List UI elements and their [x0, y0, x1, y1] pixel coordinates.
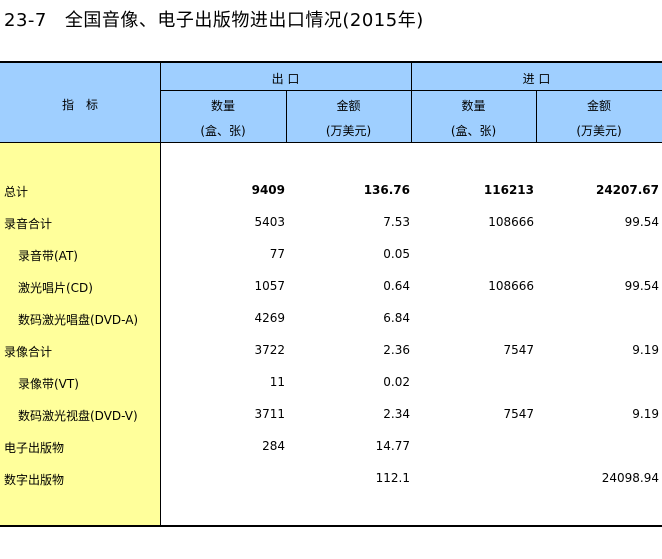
table-row: 录音合计 5403 7.53 108666 99.54: [0, 215, 662, 235]
export-qty: 11: [269, 375, 285, 389]
table-row: 数字出版物 112.1 24098.94: [0, 471, 662, 491]
header-divider: [536, 90, 537, 143]
table-header: [0, 63, 662, 143]
export-amount: 0.64: [383, 279, 410, 293]
import-qty: 7547: [503, 343, 534, 357]
header-divider: [160, 90, 662, 91]
table-row: 录像合计 3722 2.36 7547 9.19: [0, 343, 662, 363]
header-indicator: 指 标: [61, 98, 98, 112]
header-import-amt: 金额: [586, 99, 611, 113]
table-row: 数码激光唱盘(DVD-A) 4269 6.84: [0, 311, 662, 331]
import-amount: 99.54: [624, 279, 659, 293]
export-amount: 136.76: [363, 183, 410, 197]
export-amount: 6.84: [383, 311, 410, 325]
import-amount: 9.19: [632, 407, 659, 421]
header-divider: [411, 63, 412, 143]
row-label: 数字出版物: [4, 473, 65, 487]
export-amount: 14.77: [375, 439, 410, 453]
import-amount: 24207.67: [595, 183, 659, 197]
export-amount: 0.05: [383, 247, 410, 261]
row-label: 数码激光视盘(DVD-V): [18, 409, 138, 423]
export-qty: 1057: [254, 279, 285, 293]
header-divider: [286, 90, 287, 143]
export-amount: 2.36: [383, 343, 410, 357]
export-qty: 3722: [254, 343, 285, 357]
table-row: 录音带(AT) 77 0.05: [0, 247, 662, 267]
import-amount: 99.54: [624, 215, 659, 229]
header-import-amt-unit: (万美元): [576, 124, 622, 138]
table-row: 数码激光视盘(DVD-V) 3711 2.34 7547 9.19: [0, 407, 662, 427]
import-qty: 108666: [488, 279, 534, 293]
import-amount: 24098.94: [601, 471, 659, 485]
top-rule: [0, 61, 662, 63]
import-amount: 9.19: [632, 343, 659, 357]
export-amount: 7.53: [383, 215, 410, 229]
table-row: 激光唱片(CD) 1057 0.64 108666 99.54: [0, 279, 662, 299]
row-label: 电子出版物: [4, 441, 65, 455]
row-label: 录音合计: [4, 217, 53, 231]
stub-column: [0, 143, 161, 526]
import-qty: 108666: [488, 215, 534, 229]
export-amount: 0.02: [383, 375, 410, 389]
import-qty: 116213: [483, 183, 534, 197]
row-label: 激光唱片(CD): [18, 281, 93, 295]
header-divider: [160, 63, 161, 143]
export-qty: 5403: [254, 215, 285, 229]
header-export-amt: 金额: [336, 99, 361, 113]
page-title: 23-7 全国音像、电子出版物进出口情况(2015年): [4, 6, 424, 32]
header-export-qty: 数量: [210, 99, 235, 113]
row-label: 录音带(AT): [18, 249, 78, 263]
header-export: 出 口: [271, 72, 300, 86]
header-import-qty: 数量: [461, 99, 486, 113]
row-label: 录像合计: [4, 345, 53, 359]
export-amount: 2.34: [383, 407, 410, 421]
export-qty: 4269: [254, 311, 285, 325]
export-qty: 3711: [254, 407, 285, 421]
export-amount: 112.1: [375, 471, 410, 485]
header-export-amt-unit: (万美元): [325, 124, 372, 138]
table-title: 全国音像、电子出版物进出口情况(2015年): [64, 10, 424, 31]
row-label: 录像带(VT): [18, 377, 79, 391]
export-qty: 9409: [251, 183, 285, 197]
table-row: 电子出版物 284 14.77: [0, 439, 662, 459]
header-import: 进 口: [522, 72, 551, 86]
bottom-rule: [0, 525, 662, 527]
table-number: 23-7: [4, 10, 47, 31]
import-qty: 7547: [503, 407, 534, 421]
export-qty: 77: [269, 247, 285, 261]
header-import-qty-unit: (盒、张): [450, 124, 497, 138]
export-qty: 284: [262, 439, 285, 453]
row-label: 数码激光唱盘(DVD-A): [18, 313, 139, 327]
table-row: 录像带(VT) 11 0.02: [0, 375, 662, 395]
row-label: 总计: [4, 185, 29, 199]
header-export-qty-unit: (盒、张): [200, 124, 246, 138]
table-row: 总计 9409 136.76 116213 24207.67: [0, 183, 662, 203]
